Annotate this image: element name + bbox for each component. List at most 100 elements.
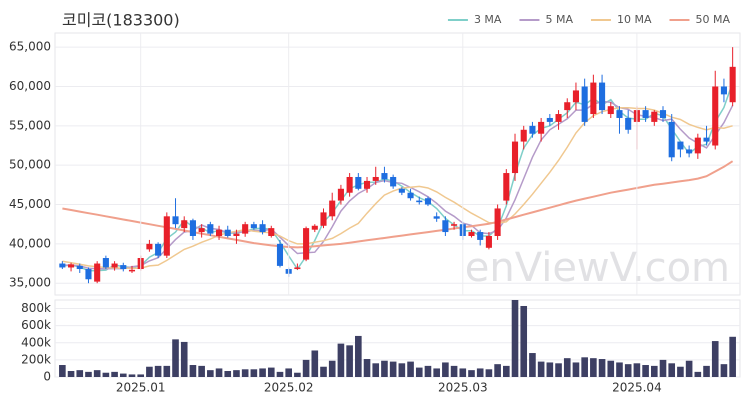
candle-body (616, 110, 623, 118)
candle-body (686, 149, 693, 154)
ma-line (62, 106, 733, 269)
y-tick-label: 200k (21, 352, 51, 366)
volume-bar (59, 365, 66, 377)
candle-body (372, 176, 379, 181)
volume-bar (355, 335, 362, 377)
volume-bar (433, 368, 440, 377)
volume-bar (328, 360, 336, 377)
legend-label: 50 MA (695, 13, 730, 26)
y-tick-label: 65,000 (9, 40, 51, 54)
volume-bar (494, 364, 501, 377)
candle-body (320, 212, 327, 226)
candle-body (407, 192, 414, 199)
volume-bar (459, 368, 467, 377)
volume-bar (276, 371, 284, 377)
volume-bar (346, 345, 353, 377)
y-tick-label: 50,000 (9, 158, 51, 172)
volume-bar (154, 365, 162, 377)
volume-bar (363, 359, 371, 377)
candle-body (85, 269, 92, 280)
candle-body (494, 208, 501, 236)
volume-bar (694, 371, 702, 377)
candle-body (276, 243, 284, 266)
volume-bar (546, 362, 554, 377)
candle-body (155, 243, 162, 256)
candle-body (694, 137, 701, 154)
candle-body (181, 220, 188, 229)
volume-bar (76, 370, 84, 377)
y-tick-label: 35,000 (9, 276, 51, 290)
candle-body (511, 141, 519, 174)
candle-body (451, 224, 458, 226)
candle-body (250, 224, 257, 229)
volume-bar (616, 362, 623, 377)
candle-body (503, 173, 510, 201)
candle-body (668, 121, 675, 158)
volume-bar (337, 343, 345, 377)
volume-bar (598, 359, 606, 377)
volume-bar (485, 369, 493, 377)
y-tick-label: 800k (21, 301, 51, 315)
candle-body (433, 216, 440, 219)
legend-label: 5 MA (545, 13, 573, 26)
candle-body (207, 224, 214, 234)
y-tick-label: 60,000 (9, 79, 51, 93)
y-tick-label: 600k (21, 318, 51, 332)
candle-body (102, 258, 109, 268)
y-tick-label: 400k (21, 335, 51, 349)
volume-bar (563, 358, 571, 377)
volume-bar (650, 365, 658, 377)
candle-body (703, 137, 710, 142)
volume-bar (233, 370, 240, 377)
volume-bar (555, 363, 562, 377)
volume-bar (311, 350, 319, 377)
volume-bar (424, 365, 432, 377)
volume-bar (259, 368, 266, 377)
volume-bar (241, 369, 249, 377)
y-tick-label: 55,000 (9, 118, 51, 132)
volume-bar (389, 361, 397, 377)
watermark: enViewV.com (465, 245, 730, 291)
volume-bar (720, 364, 728, 377)
candle-body (468, 232, 475, 236)
volume-bar (172, 339, 179, 377)
y-tick-label: 40,000 (9, 236, 51, 250)
volume-bar (590, 358, 597, 377)
x-tick-label: 2025.04 (612, 381, 662, 395)
candle-body (337, 188, 344, 201)
candle-body (581, 86, 588, 122)
volume-bar (581, 357, 588, 377)
volume-bar (503, 365, 510, 377)
volume-bar (320, 366, 327, 377)
candle-body (224, 229, 231, 236)
volume-bar (537, 361, 545, 377)
candle-body (651, 111, 658, 122)
volume-bar (250, 369, 258, 377)
volume-bar (119, 373, 127, 377)
volume-bar (685, 360, 693, 377)
volume-bar (93, 370, 101, 377)
volume-bar (111, 371, 118, 377)
volume-bar (450, 365, 458, 377)
candle-body (355, 176, 362, 189)
candle-body (424, 198, 432, 205)
candle-body (564, 102, 571, 111)
volume-bar (372, 363, 380, 377)
candle-body (329, 200, 336, 217)
candle-body (590, 82, 597, 115)
candle-body (311, 225, 318, 230)
volume-bar (407, 361, 414, 377)
y-tick-label: 0 (43, 370, 51, 384)
candle-body (172, 216, 179, 225)
candle-body (729, 66, 736, 103)
candle-body (625, 117, 632, 130)
candle-body (607, 106, 614, 115)
volume-bar (224, 371, 232, 377)
volume-bar (729, 336, 736, 377)
volume-bar (189, 365, 197, 377)
volume-bar (285, 368, 292, 377)
volume-bar (207, 370, 214, 377)
candle-body (94, 263, 101, 282)
candle-body (712, 86, 719, 146)
candle-body (599, 82, 606, 111)
